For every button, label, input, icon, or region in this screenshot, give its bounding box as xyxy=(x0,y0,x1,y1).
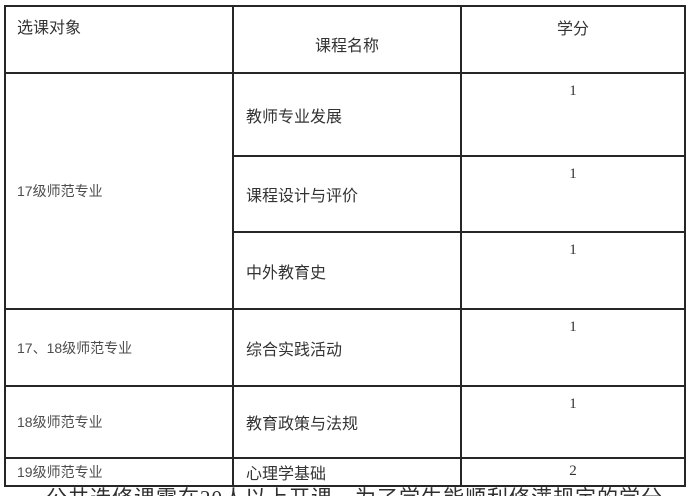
cell-audience-17: 17级师范专业 xyxy=(4,72,234,310)
cell-course: 课程设计与评价 xyxy=(232,155,462,233)
cell-credit: 1 xyxy=(460,308,686,387)
cell-audience-18: 18级师范专业 xyxy=(4,385,234,459)
cell-course: 中外教育史 xyxy=(232,231,462,310)
cell-credit: 1 xyxy=(460,72,686,157)
table-row: 17级师范专业 教师专业发展 1 xyxy=(4,72,686,310)
table-row: 中外教育史 1 xyxy=(5,231,686,310)
cell-course: 综合实践活动 xyxy=(232,308,462,387)
cell-course: 教育政策与法规 xyxy=(232,385,462,459)
cell-credit: 1 xyxy=(460,385,686,459)
table-row: 17、18级师范专业 综合实践活动 1 xyxy=(4,308,686,387)
cell-credit: 2 xyxy=(460,457,686,487)
header-credit: 学分 xyxy=(460,5,686,74)
cell-course: 心理学基础 xyxy=(232,457,462,487)
table-row: 课程设计与评价 1 xyxy=(5,155,686,233)
header-audience: 选课对象 xyxy=(4,5,234,74)
table-header-row: 选课对象 课程名称 学分 xyxy=(4,5,686,74)
footer-note-clipped-text: 公共选修课需在20人以上开课，为了学生能顺利修满规定的学分 xyxy=(4,487,694,496)
cell-course: 教师专业发展 xyxy=(232,72,462,157)
course-selection-table: 选课对象 课程名称 学分 17级师范专业 教师专业发展 1 课程设计与评价 1 … xyxy=(4,5,686,487)
cell-audience-19: 19级师范专业 xyxy=(4,457,234,487)
cell-credit: 1 xyxy=(460,231,686,310)
cell-credit: 1 xyxy=(460,155,686,233)
table-row: 18级师范专业 教育政策与法规 1 xyxy=(4,385,686,459)
cell-audience-17-18: 17、18级师范专业 xyxy=(4,308,234,387)
header-course-name: 课程名称 xyxy=(232,5,462,74)
table-row: 19级师范专业 心理学基础 2 xyxy=(4,457,686,487)
